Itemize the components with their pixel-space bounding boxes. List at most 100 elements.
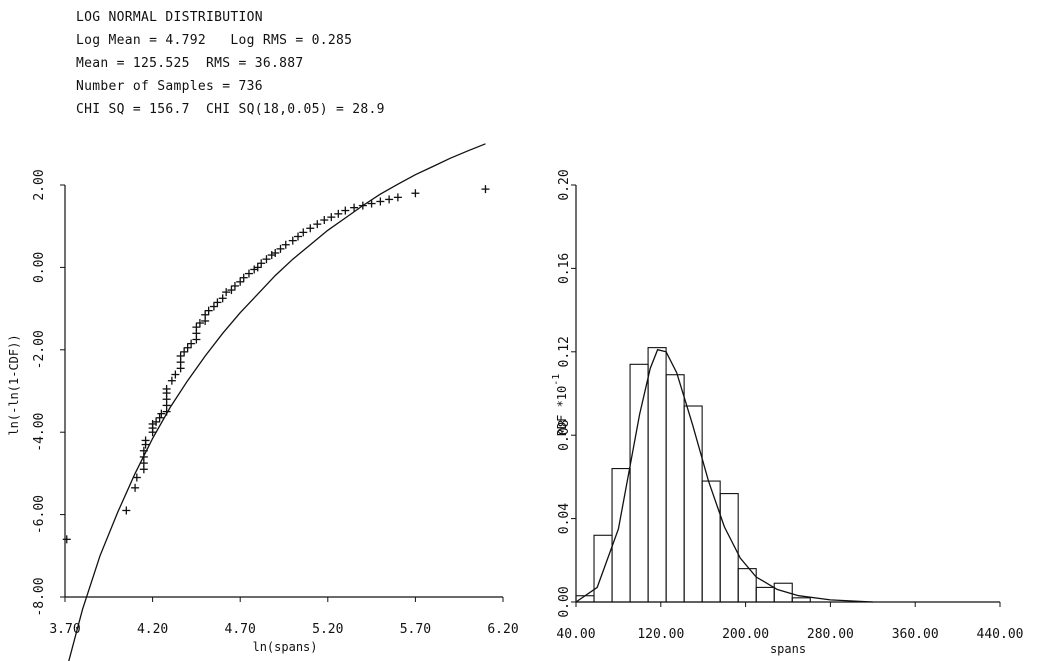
data-point-marker (385, 195, 394, 204)
probability-plot-fit-layer (68, 143, 486, 661)
data-point-marker (62, 535, 71, 544)
data-point-marker (253, 263, 262, 272)
sample-count-line: Number of Samples = 736 (76, 79, 263, 94)
histogram-bar (647, 347, 667, 603)
data-point-marker (213, 298, 222, 307)
data-point-marker (152, 417, 161, 426)
data-point-marker (131, 483, 140, 492)
svg-text:PDF *10-1: PDF *10-1 (551, 374, 569, 437)
data-point-marker (162, 384, 171, 393)
data-point-marker (204, 306, 213, 315)
histogram-bar (593, 534, 613, 603)
data-point-marker (132, 473, 141, 482)
probability-plot: 3.70 4.20 4.70 5.20 5.70 6.20 -8.00 -6.00 -4.00 -… (7, 143, 519, 661)
data-point-marker (313, 220, 322, 229)
probability-plot-x-tick-label: 5.70 (400, 622, 431, 637)
data-point-marker (267, 251, 276, 260)
probability-plot-points (62, 185, 490, 544)
data-point-marker (376, 197, 385, 206)
data-point-marker (141, 436, 150, 445)
probability-plot-y-tick-label: -6.00 (32, 495, 47, 534)
data-point-marker (148, 419, 157, 428)
data-point-marker (157, 409, 166, 418)
probability-plot-x-tick-label: 5.20 (312, 622, 343, 637)
histogram-y-tick-label: 0.12 (557, 336, 572, 367)
probability-plot-x-label: ln(spans) (252, 640, 317, 654)
data-point-marker (139, 446, 148, 455)
data-point-marker (183, 343, 192, 352)
data-point-marker (236, 277, 245, 286)
pdf-fit-curve (575, 348, 873, 603)
histogram-bars (575, 347, 811, 603)
probability-plot-y-tick-label: -8.00 (32, 577, 47, 616)
data-point-marker (299, 228, 308, 237)
data-point-marker (393, 193, 402, 202)
data-point-marker (230, 281, 239, 290)
data-point-marker (294, 232, 303, 241)
data-point-marker (176, 351, 185, 360)
probability-plot-y-tick-label: 0.00 (32, 252, 47, 283)
data-point-marker (155, 413, 164, 422)
log-stats-line: Log Mean = 4.792 Log RMS = 0.285 (76, 33, 353, 48)
data-point-marker (122, 506, 131, 515)
data-point-marker (244, 269, 253, 278)
data-point-marker (171, 370, 180, 379)
probability-plot-y-tick-label: 2.00 (32, 169, 47, 200)
histogram-x-tick-label: 440.00 (977, 627, 1024, 642)
data-point-marker (218, 294, 227, 303)
histogram-axes: 40.00 120.00 200.00 280.00 360.00 440.00 0.00 0… (556, 169, 1023, 642)
probability-fit-curve (68, 143, 486, 661)
histogram-bar (683, 405, 703, 603)
data-point-marker (201, 310, 210, 319)
histogram-y-tick-label: 0.00 (557, 586, 572, 617)
histogram-bar (665, 374, 685, 603)
histogram-x-label: spans (770, 642, 806, 656)
data-point-marker (281, 240, 290, 249)
data-point-marker (222, 288, 231, 297)
data-point-marker (239, 273, 248, 282)
histogram-bar (611, 468, 631, 603)
data-point-marker (288, 236, 297, 245)
probability-plot-x-tick-label: 4.20 (137, 622, 168, 637)
data-point-marker (180, 347, 189, 356)
data-point-marker (271, 248, 280, 257)
histogram-y-tick-label: 0.04 (557, 503, 572, 534)
data-point-marker (411, 189, 420, 198)
data-point-marker (306, 224, 315, 233)
data-point-marker (227, 286, 236, 295)
data-point-marker (167, 376, 176, 385)
histogram-bar (791, 597, 811, 603)
histogram-y-tick-label: 0.20 (557, 169, 572, 200)
histogram-x-tick-label: 360.00 (892, 627, 939, 642)
data-point-marker (358, 201, 367, 210)
histogram-y-tick-label: 0.08 (557, 420, 572, 451)
data-point-marker (250, 265, 259, 274)
probability-plot-axes: 3.70 4.20 4.70 5.20 5.70 6.20 -8.00 -6.00 -4.00 -… (32, 169, 519, 637)
data-point-marker (262, 255, 271, 264)
probability-plot-y-label: ln(-ln(1-CDF)) (7, 334, 21, 435)
data-point-marker (209, 302, 218, 311)
chi-square-line: CHI SQ = 156.7 CHI SQ(18,0.05) = 28.9 (76, 102, 385, 117)
histogram-x-tick-label: 200.00 (722, 627, 769, 642)
histogram-y-tick-label: 0.16 (557, 253, 572, 284)
data-point-marker (195, 319, 204, 328)
probability-plot-x-tick-label: 6.20 (487, 622, 518, 637)
data-point-marker (276, 244, 285, 253)
stats-header: LOG NORMAL DISTRIBUTION Log Mean = 4.792… (76, 6, 385, 121)
data-point-marker (334, 209, 343, 218)
probability-plot-x-tick-label: 3.70 (49, 622, 80, 637)
histogram-bar (575, 595, 595, 603)
histogram-x-tick-label: 120.00 (637, 627, 684, 642)
linear-stats-line: Mean = 125.525 RMS = 36.887 (76, 56, 304, 71)
data-point-marker (187, 339, 196, 348)
data-point-marker (367, 199, 376, 208)
histogram-y-label-group: PDF *10-1 (551, 374, 569, 437)
data-point-marker (481, 185, 490, 194)
probability-plot-y-tick-label: -2.00 (32, 330, 47, 369)
histogram-y-label: PDF *10 (555, 386, 569, 437)
histogram-bar (755, 586, 775, 603)
histogram-bar (701, 480, 721, 603)
histogram-y-label-exponent: -1 (551, 374, 562, 386)
histogram-plot: 40.00 120.00 200.00 280.00 360.00 440.00 0.00 0… (551, 169, 1023, 656)
